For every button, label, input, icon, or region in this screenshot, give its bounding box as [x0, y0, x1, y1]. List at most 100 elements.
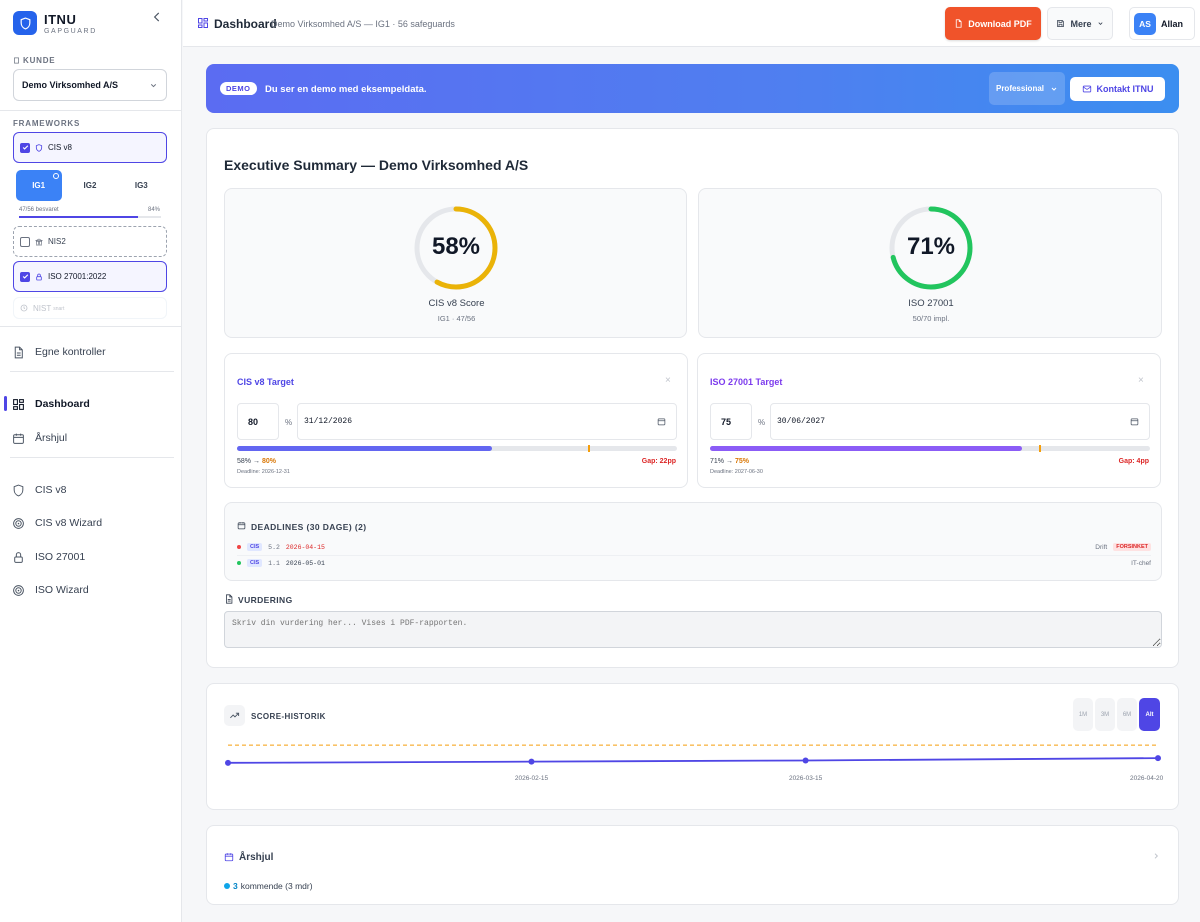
grid-icon — [13, 398, 24, 410]
control-code: 1.1 — [268, 559, 280, 567]
nav-egne-kontroller[interactable]: Egne kontroller — [12, 342, 106, 362]
nav-label: ISO Wizard — [35, 584, 89, 596]
range-alt[interactable]: Alt — [1139, 698, 1160, 731]
top-header: Dashboard Demo Virksomhed A/S — IG1 · 56… — [183, 0, 1200, 47]
collapse-sidebar-icon[interactable] — [150, 10, 164, 24]
target-icon — [13, 517, 24, 529]
user-menu[interactable]: AS Allan — [1129, 7, 1195, 40]
tab-ig2[interactable]: IG2 — [83, 180, 97, 190]
chevron-right-icon[interactable] — [1152, 852, 1160, 860]
target-icon — [13, 584, 24, 596]
more-menu-button[interactable]: Mere — [1047, 7, 1113, 40]
download-pdf-button[interactable]: Download PDF — [945, 7, 1041, 40]
user-name: Allan — [1161, 18, 1184, 29]
upcoming-count: 3 — [233, 881, 238, 891]
executive-summary-card: Executive Summary — Demo Virksomhed A/S … — [206, 128, 1179, 668]
current-score-fill — [710, 446, 1023, 451]
contact-itnu-button[interactable]: Kontakt ITNU — [1070, 77, 1165, 101]
nav-label: Dashboard — [35, 398, 90, 410]
checkbox-checked-icon[interactable] — [20, 271, 30, 282]
document-icon — [14, 346, 23, 358]
status-dot — [224, 883, 230, 889]
status-dot — [237, 545, 241, 549]
nav-label: ISO 27001 — [35, 551, 86, 563]
target-date-input[interactable]: 31/12/2026 — [297, 403, 677, 440]
row-divider — [237, 555, 1151, 556]
upcoming-summary: 3 kommende (3 mdr) — [224, 881, 313, 891]
data-point[interactable] — [528, 758, 535, 765]
deadlines-panel: DEADLINES (30 DAGE) (2) CIS 5.2 2026-04-… — [224, 502, 1162, 581]
chevron-down-icon — [1051, 87, 1057, 91]
progress-text: 47/56 besvaret — [19, 207, 59, 213]
gauge-label: ISO 27001 — [908, 298, 954, 309]
contact-label: Kontakt ITNU — [1096, 84, 1154, 94]
vurdering-textarea[interactable] — [224, 611, 1162, 648]
framework-label: NIST — [33, 303, 52, 313]
tab-ig1[interactable]: IG1 — [15, 169, 62, 201]
close-icon[interactable]: × — [665, 375, 671, 386]
range-6m[interactable]: 6M — [1117, 698, 1137, 731]
target-date-input[interactable]: 30/06/2027 — [770, 403, 1150, 440]
checkbox-empty-icon[interactable] — [20, 236, 30, 247]
target-percent-input[interactable]: 75 — [710, 403, 752, 440]
gauge-label: CIS v8 Score — [428, 298, 485, 309]
progress-fill — [19, 216, 139, 218]
framework-nis2[interactable]: NIS2 — [13, 226, 167, 257]
kunde-label: KUNDE — [13, 56, 55, 65]
gauge-value: 71% — [906, 233, 956, 260]
target-value: 75% — [735, 458, 750, 465]
current-score-fill — [237, 446, 493, 451]
page-subtitle: Demo Virksomhed A/S — IG1 · 56 safeguard… — [271, 19, 455, 29]
framework-cis-v8[interactable]: CIS v8 — [13, 132, 167, 163]
more-label: Mere — [1070, 18, 1092, 29]
framework-label: NIS2 — [48, 237, 66, 246]
iso-score-gauge — [889, 206, 973, 290]
cis-score-gauge — [414, 206, 498, 290]
nav-label: CIS v8 — [35, 484, 67, 496]
kunde-value: Demo Virksomhed A/S — [22, 80, 119, 90]
nav-cis-v8-wizard[interactable]: CIS v8 Wizard — [12, 513, 102, 533]
data-point[interactable] — [1155, 755, 1161, 762]
data-point[interactable] — [802, 757, 809, 764]
calendar-icon — [237, 522, 246, 530]
range-1m[interactable]: 1M — [1073, 698, 1093, 731]
kunde-select[interactable]: Demo Virksomhed A/S — [13, 69, 167, 101]
deadline-row[interactable]: CIS 5.2 2026-04-15 Drift FORSINKET — [237, 540, 1151, 554]
deadline-date: 2026-05-01 — [285, 559, 325, 567]
calendar-icon[interactable] — [657, 417, 666, 426]
deadlines-title: DEADLINES (30 DAGE) (2) — [251, 522, 367, 532]
plan-value: Professional — [995, 84, 1044, 93]
close-icon[interactable]: × — [1138, 375, 1144, 386]
nav-cis-v8[interactable]: CIS v8 — [12, 480, 67, 500]
current-value: 71% — [710, 458, 725, 465]
target-gap: Gap: 4pp — [1118, 458, 1149, 465]
gauge-value: 58% — [431, 233, 481, 260]
nav-aarshjul[interactable]: Årshjul — [12, 428, 67, 448]
nav-iso-wizard[interactable]: ISO Wizard — [12, 580, 89, 600]
calendar-icon — [13, 433, 24, 444]
lock-icon — [14, 551, 23, 563]
vurdering-title: VURDERING — [238, 595, 293, 605]
range-3m[interactable]: 3M — [1095, 698, 1115, 731]
tab-ig3[interactable]: IG3 — [134, 180, 148, 190]
framework-nist-disabled: NIST snart — [13, 297, 167, 319]
data-point[interactable] — [225, 759, 231, 766]
checkbox-checked-icon[interactable] — [20, 142, 30, 153]
progress-pct: 84% — [148, 207, 161, 213]
framework-iso-27001[interactable]: ISO 27001:2022 — [13, 261, 167, 292]
deadline-date: 2026-04-15 — [285, 543, 325, 551]
aarshjul-card: Årshjul 3 kommende (3 mdr) — [206, 825, 1179, 905]
owner: Drift — [1095, 543, 1108, 551]
calendar-icon[interactable] — [1130, 417, 1139, 426]
target-percent-input[interactable]: 80 — [237, 403, 279, 440]
soon-badge: snart — [53, 306, 65, 312]
target-title: ISO 27001 Target — [710, 377, 783, 387]
deadline-row[interactable]: CIS 1.1 2026-05-01 IT-chef — [237, 556, 1151, 570]
framework-label: ISO 27001:2022 — [48, 272, 107, 281]
nav-dashboard[interactable]: Dashboard — [12, 394, 90, 414]
percent-unit: % — [285, 418, 293, 427]
date-value: 31/12/2026 — [304, 417, 353, 426]
frameworks-label: FRAMEWORKS — [13, 119, 81, 128]
nav-iso-27001[interactable]: ISO 27001 — [12, 547, 85, 567]
plan-select[interactable]: Professional — [989, 72, 1065, 105]
